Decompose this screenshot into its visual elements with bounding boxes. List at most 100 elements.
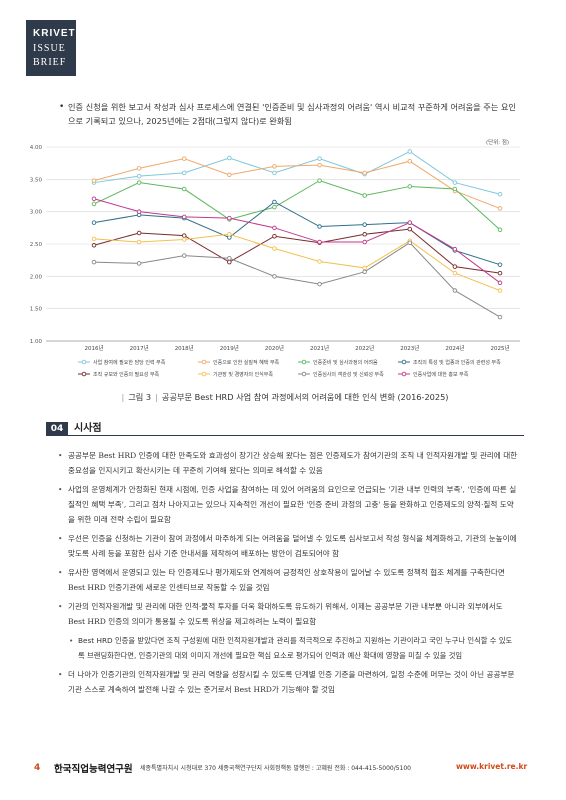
legend-label: 사업 참여에 필요한 담당 인력 부족 [93, 359, 166, 366]
data-point [227, 232, 232, 237]
data-point [227, 215, 232, 221]
data-point [452, 270, 458, 276]
legend-swatch-marker [401, 371, 407, 377]
legend-swatch-marker [201, 359, 207, 365]
data-point [136, 180, 142, 185]
data-point [407, 149, 413, 154]
data-point [452, 246, 458, 252]
bullet-text: 사업의 운영체계가 안정화된 현재 시점에, 인증 사업을 참여하는 데 있어 … [68, 485, 517, 524]
logo-line-issue: ISSUE [33, 43, 66, 54]
data-point [407, 158, 413, 164]
data-point [452, 288, 458, 293]
data-point [317, 239, 322, 245]
data-point [452, 264, 458, 269]
data-point [317, 156, 322, 161]
series-line-3 [93, 180, 501, 231]
data-point [91, 259, 97, 265]
series-line-8 [93, 198, 501, 284]
series-line-4 [93, 201, 501, 266]
x-tick-label: 2019년 [220, 344, 239, 352]
data-point [136, 261, 142, 266]
unit-label: (단위: 점) [486, 140, 510, 146]
data-point [362, 232, 367, 237]
y-tick-label: 2.00 [30, 274, 43, 280]
data-point [227, 155, 232, 161]
x-tick-label: 2016년 [84, 344, 103, 352]
bullet-dot: • [58, 670, 63, 679]
bullet-item: • 기관의 인적자원개발 및 관리에 대한 인적·물적 투자를 더욱 확대하도록 … [58, 599, 518, 629]
data-point [227, 172, 232, 178]
bullet-item: • 사업의 운영체계가 안정화된 현재 시점에, 인증 사업을 참여하는 데 있어… [58, 482, 518, 527]
logo-line-krivet: KRIVET [33, 28, 76, 39]
data-point [272, 233, 277, 239]
data-point [136, 230, 142, 236]
intro-paragraph: • 인증 신청을 위한 보고서 작성과 심사 프로세스에 연결된 '인증준비 및… [59, 100, 518, 128]
data-point [272, 199, 277, 205]
legend-swatch-marker [201, 371, 207, 377]
bullet-text: 더 나아가 인증기관의 인적자원개발 및 관리 역량을 성장시킬 수 있도록 단… [68, 670, 515, 694]
line-chart: 1.00 1.50 2.00 2.50 3.00 3.50 4.00 2016년 2017년 20… [30, 145, 520, 378]
caption-label: 그림 3 [128, 392, 152, 402]
sub-bullet-item: • Best HRD 인증을 받았다면 조직 구성원에 대한 인적자원개발과 관리… [69, 633, 518, 663]
data-point [272, 274, 277, 279]
series-line-2 [93, 158, 501, 209]
y-tick-label: 3.00 [30, 210, 43, 216]
series-line-5 [93, 228, 501, 274]
bullet-dot: • [58, 602, 63, 611]
data-point [452, 180, 458, 185]
data-point [181, 170, 187, 176]
data-point [407, 240, 413, 245]
data-point [362, 222, 367, 227]
data-point [272, 225, 277, 231]
data-point [181, 233, 187, 238]
website-url: www.krivet.re.kr [456, 762, 528, 771]
y-tick-label: 4.00 [30, 145, 43, 151]
data-point [317, 259, 322, 264]
bullet-dot: • [58, 485, 63, 494]
data-point [497, 262, 503, 267]
logo-line-brief: BRIEF [33, 57, 67, 68]
legend-swatch-marker [81, 371, 87, 377]
data-point [497, 191, 503, 197]
intro-text: 인증 신청을 위한 보고서 작성과 심사 프로세스에 연결된 '인증준비 및 심… [68, 102, 516, 126]
data-point [91, 236, 97, 242]
data-point [317, 162, 322, 168]
data-point [272, 164, 277, 169]
data-point [227, 255, 232, 261]
publisher-info: 세종특별자치시 시청대로 370 세종국책연구단지 사회정책동 발행인 : 고혜… [140, 765, 412, 772]
legend-label: 조직의 특성 및 업종과 인증의 관련성 부족 [413, 359, 501, 366]
bullet-dot: • [58, 534, 63, 543]
page-footer: 4 한국직업능력연구원 세종특별자치시 시청대로 370 세종국책연구단지 사회… [0, 758, 566, 778]
krivet-issue-brief-logo: KRIVET ISSUE BRIEF [26, 20, 76, 76]
data-point [497, 227, 503, 233]
organization-name: 한국직업능력연구원 [54, 764, 133, 775]
data-point [407, 184, 413, 189]
bullet-text: Best HRD 인증을 받았다면 조직 구성원에 대한 인적자원개발과 관리를… [78, 636, 513, 660]
data-point [181, 253, 187, 258]
data-point [136, 173, 142, 179]
data-point [91, 201, 97, 207]
x-tick-label: 2022년 [355, 344, 374, 352]
x-tick-label: 2024년 [445, 344, 464, 352]
data-point [317, 224, 322, 229]
bullet-dot: • [59, 102, 65, 112]
data-point [91, 220, 97, 225]
section-number: 04 [46, 422, 68, 436]
legend-label: 인증심사의 객관성 및 신뢰성 부족 [313, 371, 384, 378]
data-point [497, 206, 503, 211]
y-tick-label: 3.50 [30, 177, 43, 183]
legend-swatch-marker [301, 371, 307, 377]
bullet-item: • 유사한 영역에서 운영되고 있는 타 인증제도나 평가제도와 연계하여 긍정적… [58, 565, 518, 595]
bullet-text: 우선은 인증을 신청하는 기관이 참여 과정에서 마주하게 되는 어려움을 덜어… [68, 534, 517, 558]
section-title: 시사점 [74, 423, 102, 434]
legend-swatch-marker [81, 359, 87, 365]
data-point [497, 280, 503, 286]
legend-swatch-marker [301, 359, 307, 365]
series-line-6 [93, 233, 501, 292]
x-tick-label: 2025년 [490, 344, 509, 352]
bullet-dot: • [58, 568, 63, 577]
figure-caption: | 그림 3 | 공공부문 Best HRD 사업 참여 과정에서의 어려움에 대한 … [121, 392, 449, 402]
bullet-text: 기관의 인적자원개발 및 관리에 대한 인적·물적 투자를 더욱 확대하도록 유… [68, 602, 503, 626]
data-point [181, 237, 187, 242]
bullet-dot: • [69, 636, 74, 645]
